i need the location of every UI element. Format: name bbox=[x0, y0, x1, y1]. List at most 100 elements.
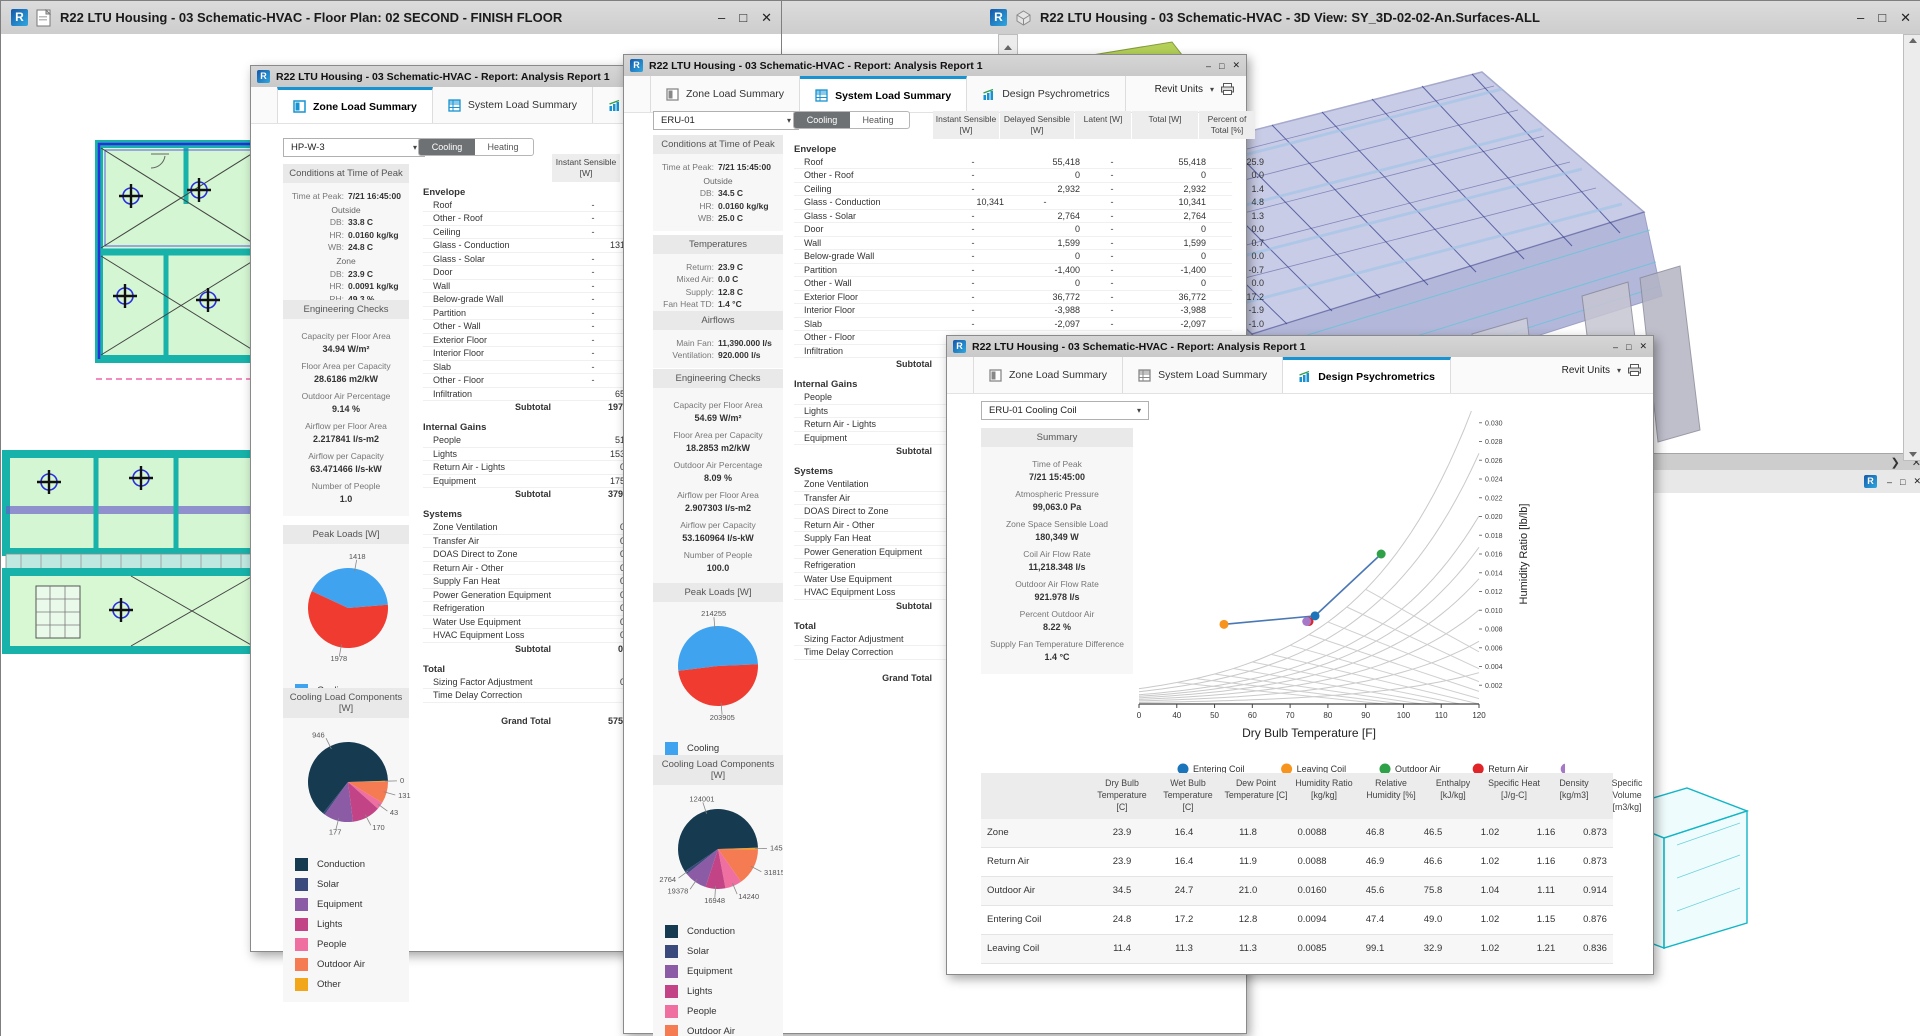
group-label: Outside bbox=[331, 204, 361, 215]
close-icon[interactable]: ✕ bbox=[1232, 60, 1240, 70]
maximize-icon[interactable]: □ bbox=[1878, 10, 1887, 25]
x-tick-label: 120 bbox=[1472, 711, 1486, 720]
tab-system-load-summary[interactable]: System Load Summary bbox=[800, 76, 968, 112]
system-mode-toggle: Cooling Heating bbox=[793, 111, 910, 129]
expand-pane-icon[interactable]: ❯ bbox=[1890, 457, 1900, 469]
tab-zone-load-summary[interactable]: Zone Load Summary bbox=[650, 76, 801, 112]
legend-swatch bbox=[295, 858, 308, 871]
view3d-titlebar[interactable]: R R22 LTU Housing - 03 Schematic-HVAC - … bbox=[782, 1, 1920, 35]
maximize-icon[interactable]: □ bbox=[739, 10, 748, 25]
maximize-icon[interactable]: □ bbox=[1626, 341, 1632, 352]
table-row: Zone Ventilation0 bbox=[423, 521, 625, 535]
revit-units-control[interactable]: Revit Units ▾ bbox=[1562, 364, 1641, 376]
maximize-icon[interactable]: □ bbox=[1219, 60, 1225, 71]
pie-slice-equipment bbox=[686, 849, 718, 888]
panel-header: Engineering Checks bbox=[653, 369, 783, 388]
pie-label: 946 bbox=[312, 731, 325, 740]
chevron-down-icon: ▾ bbox=[1209, 84, 1214, 94]
system-peak-loads-panel: Peak Loads [W]214255203905CoolingHeating bbox=[653, 583, 783, 786]
pie-label: 131 bbox=[398, 791, 411, 800]
tab-design-psychrometrics[interactable]: Design Psychrometrics bbox=[967, 76, 1126, 112]
minimize-icon[interactable]: – bbox=[1887, 476, 1893, 487]
table-row: Partition - bbox=[423, 307, 623, 321]
minimize-icon[interactable]: – bbox=[1857, 10, 1865, 25]
table-subtotal: Subtotal 197 bbox=[515, 402, 623, 413]
kv-row: Supply: 12.8 C bbox=[685, 286, 744, 297]
y-axis-title: Humidity Ratio [lb/lb] bbox=[1518, 504, 1530, 605]
print-icon[interactable] bbox=[1221, 83, 1234, 95]
system-selector-dropdown[interactable]: ERU-01 ▾ bbox=[653, 111, 799, 130]
chevron-down-icon: ▾ bbox=[1616, 365, 1621, 375]
legend-swatch bbox=[295, 918, 308, 931]
report-titlebar[interactable]: R R22 LTU Housing - 03 Schematic-HVAC - … bbox=[624, 55, 1246, 77]
psychrometrics-icon bbox=[609, 99, 620, 111]
pie-slice-outdoor-air bbox=[718, 849, 758, 882]
table-row: People 51 bbox=[423, 434, 625, 448]
check-item: Zone Space Sensible Load 180,349 W bbox=[1005, 519, 1109, 542]
minimize-icon[interactable]: – bbox=[1613, 341, 1619, 352]
pie-slice-heating bbox=[678, 664, 758, 706]
heating-toggle[interactable]: Heating bbox=[850, 112, 906, 128]
floor-plan-titlebar[interactable]: R R22 LTU Housing - 03 Schematic-HVAC - … bbox=[1, 1, 782, 35]
revit-units-control[interactable]: Revit Units ▾ bbox=[1155, 83, 1234, 95]
tab-zone-load-summary[interactable]: Zone Load Summary bbox=[973, 357, 1124, 393]
close-icon[interactable]: ✕ bbox=[1639, 341, 1647, 351]
legend-swatch bbox=[295, 898, 308, 911]
close-icon[interactable]: ✕ bbox=[761, 9, 772, 25]
table-row: Exterior Floor -36,772-36,772 17.2 bbox=[794, 291, 1264, 305]
tab-design-psychrometrics[interactable]: Design Psychrometrics bbox=[1283, 357, 1451, 393]
panel-header: Summary bbox=[981, 428, 1133, 447]
tab-label: System Load Summary bbox=[1158, 369, 1268, 381]
kv-row: WB: 24.8 C bbox=[327, 242, 374, 252]
panel-header: Cooling Load Components [W] bbox=[653, 755, 783, 785]
heating-toggle[interactable]: Heating bbox=[475, 139, 531, 155]
tab-system-load-summary[interactable]: System Load Summary bbox=[432, 87, 593, 123]
x-tick-label: 100 bbox=[1397, 711, 1411, 720]
close-icon[interactable]: ✕ bbox=[1900, 9, 1911, 25]
table-row: Return Air - Other0 bbox=[423, 562, 625, 576]
view3d-vertical-scrollbar[interactable] bbox=[1903, 34, 1920, 461]
coil-selector-value: ERU-01 Cooling Coil bbox=[989, 405, 1077, 416]
print-icon[interactable] bbox=[1628, 364, 1641, 376]
report-titlebar[interactable]: R R22 LTU Housing - 03 Schematic-HVAC - … bbox=[947, 336, 1653, 358]
cooling-toggle[interactable]: Cooling bbox=[794, 112, 850, 128]
kv-row: Return: 23.9 C bbox=[686, 261, 744, 272]
cooling-toggle[interactable]: Cooling bbox=[419, 139, 475, 155]
minimize-icon[interactable]: – bbox=[1206, 60, 1212, 71]
pie-legend: Conduction Solar Equipment Lights People Outd… bbox=[653, 925, 783, 1036]
maximize-icon[interactable]: □ bbox=[1900, 476, 1906, 487]
tab-system-load-summary[interactable]: System Load Summary bbox=[1123, 357, 1284, 393]
tab-label: System Load Summary bbox=[467, 99, 577, 111]
scroll-up-icon[interactable] bbox=[1908, 38, 1917, 43]
kv-row: DB: 23.9 C bbox=[329, 268, 374, 279]
table-row: Other - Wall - bbox=[423, 320, 623, 334]
pie-label: 1458 bbox=[770, 843, 783, 852]
close-pane-icon[interactable]: ✕ bbox=[1911, 457, 1920, 469]
pie-chart: 214255 203905 bbox=[678, 609, 758, 722]
panel-header: Conditions at Time of Peak bbox=[283, 164, 409, 183]
scroll-up-icon[interactable] bbox=[1004, 44, 1012, 50]
minimize-icon[interactable]: – bbox=[718, 10, 726, 25]
close-icon[interactable]: ✕ bbox=[1913, 476, 1920, 486]
y-tick-label: 0.018 bbox=[1485, 533, 1503, 540]
legend-swatch bbox=[665, 1025, 678, 1036]
table-row: Entering Coil 24.8 17.2 12.8 0.0094 47.4 49.0 1… bbox=[981, 906, 1613, 935]
check-item: Capacity per Floor Area 54.69 W/m² bbox=[673, 400, 763, 423]
coil-selector-dropdown[interactable]: ERU-01 Cooling Coil ▾ bbox=[981, 401, 1149, 420]
kv-row: DB: 33.8 C bbox=[329, 217, 374, 227]
check-item: Airflow per Floor Area 2.907303 l/s-m2 bbox=[677, 490, 759, 513]
revit-logo-icon: R bbox=[990, 9, 1007, 26]
zone-selector-dropdown[interactable]: HP-W-3 ▾ bbox=[283, 138, 425, 157]
table-row: Transfer Air0 bbox=[423, 535, 625, 549]
check-item: Airflow per Floor Area 2.217841 l/s-m2 bbox=[305, 421, 387, 444]
tab-zone-load-summary[interactable]: Zone Load Summary bbox=[277, 87, 433, 123]
scroll-down-icon[interactable] bbox=[1908, 452, 1917, 457]
table-row: Glass - Solar - bbox=[423, 253, 623, 267]
cube-3d-icon bbox=[1016, 9, 1031, 26]
table-row: Roof -55,418-55,418 25.9 bbox=[794, 156, 1264, 170]
x-tick-label: 90 bbox=[1361, 711, 1370, 720]
kv-row: Fan Heat TD: 1.4 °C bbox=[663, 299, 742, 309]
table-row: Zone 23.9 16.4 11.8 0.0088 46.8 46.5 1.02 1.16 0.… bbox=[981, 818, 1613, 848]
